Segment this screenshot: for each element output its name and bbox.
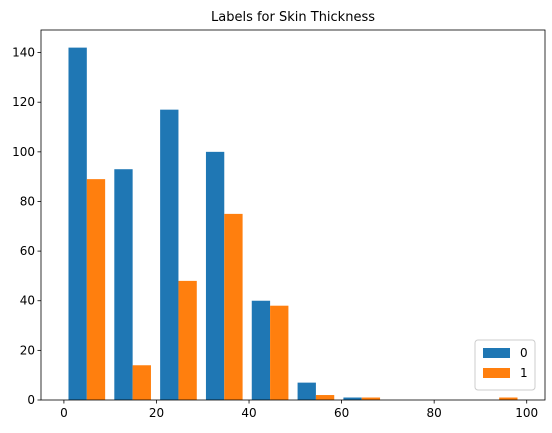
bar (361, 397, 381, 400)
bar (205, 151, 225, 400)
bar (132, 365, 151, 400)
y-tick-label: 20 (20, 343, 35, 357)
bar (499, 397, 518, 400)
bar (297, 382, 316, 400)
y-tick-label: 120 (12, 95, 35, 109)
bar (251, 300, 271, 400)
y-tick-label: 0 (27, 393, 35, 407)
x-tick-label: 60 (334, 406, 349, 420)
y-tick-label: 100 (12, 145, 35, 159)
legend-swatch (483, 348, 510, 358)
bar (315, 395, 335, 400)
y-tick-label: 80 (20, 194, 35, 208)
x-tick-label: 80 (427, 406, 442, 420)
axes-frame (40, 29, 546, 401)
bar (224, 213, 243, 400)
bar (178, 280, 197, 400)
legend: 01 (474, 339, 536, 391)
x-tick-label: 0 (60, 406, 68, 420)
x-tick-label: 20 (149, 406, 164, 420)
bar (114, 169, 133, 400)
x-tick-label: 100 (515, 406, 538, 420)
bar (343, 397, 362, 400)
chart-title: Labels for Skin Thickness (211, 10, 375, 25)
legend-label: 0 (520, 346, 528, 360)
x-tick-label: 40 (241, 406, 256, 420)
bar (270, 305, 289, 400)
legend-label: 1 (520, 366, 528, 380)
bar (86, 179, 106, 400)
bar (68, 47, 87, 400)
y-tick-label: 140 (12, 46, 35, 60)
bar (160, 109, 179, 400)
y-tick-label: 60 (20, 244, 35, 258)
y-tick-label: 40 (20, 294, 35, 308)
legend-swatch (483, 368, 510, 378)
